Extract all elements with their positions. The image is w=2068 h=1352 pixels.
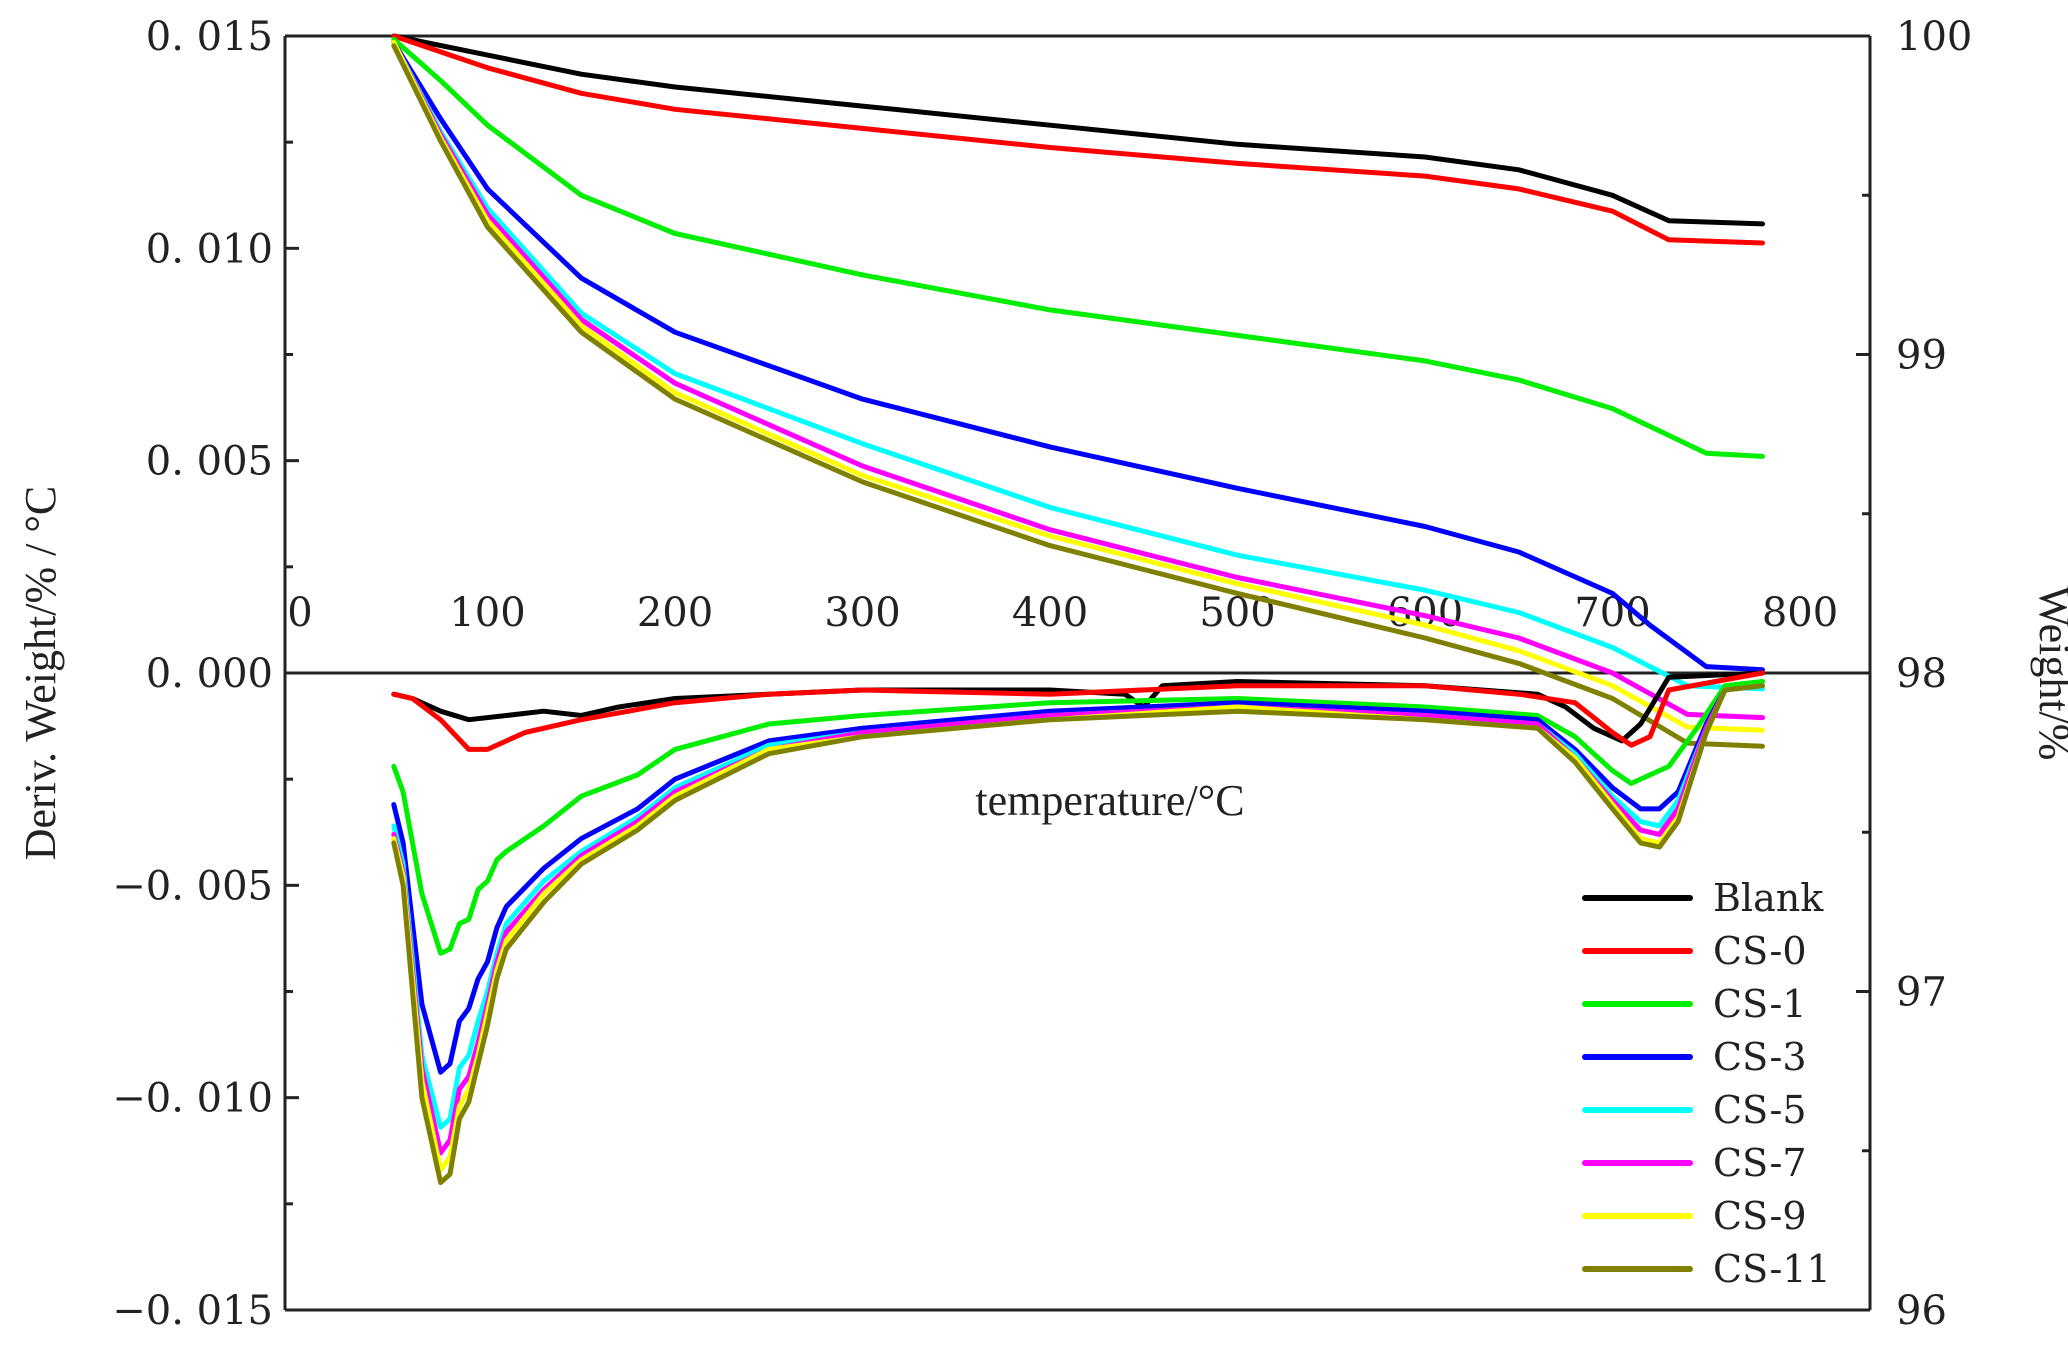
series-layer [391,33,1765,1186]
deriv-line-cs-1 [391,679,1765,956]
weight-line-cs-11 [391,43,1765,749]
y-right-tick-label: 96 [1896,1288,1947,1334]
y-right-tick-label: 99 [1896,333,1947,379]
x-tick-label: 500 [1199,590,1275,636]
y-right-tick-label: 98 [1896,651,1947,697]
legend-label-blank: Blank [1713,876,1824,920]
legend-label-cs-7: CS-7 [1713,1141,1807,1185]
y-left-axis-title: Deriv. Weight/% / °C [16,486,65,861]
y-right-axis-title: Weight/% [2030,586,2068,761]
x-tick-label: 200 [637,590,713,636]
deriv-line-cs-3 [391,683,1765,1075]
weight-line-blank [391,33,1765,227]
plot-frame [283,34,1872,1312]
deriv-line-cs-9 [391,683,1765,1173]
legend: Blank CS-0 CS-1 CS-3 CS-5 CS-7 CS-9 CS-11 [1582,876,1831,1291]
weight-line-cs-5 [391,39,1765,692]
x-tick-label: 300 [824,590,900,636]
deriv-line-cs-0 [391,670,1765,752]
legend-label-cs-11: CS-11 [1713,1247,1831,1291]
weight-line-cs-3 [391,39,1765,673]
deriv-line-blank [391,670,1765,744]
weight-line-cs-7 [391,39,1765,721]
y-left-tick-label: 0. 010 [146,226,273,272]
legend-label-cs-3: CS-3 [1713,1035,1807,1079]
y-right-tick-label: 97 [1896,970,1947,1016]
legend-label-cs-1: CS-1 [1713,982,1807,1026]
legend-label-cs-5: CS-5 [1713,1088,1807,1132]
y-left-tick-label: −0. 010 [112,1076,273,1122]
deriv-line-cs-5 [391,683,1765,1130]
x-tick-label: 800 [1762,590,1838,636]
y-left-tick-label: 0. 005 [146,439,273,485]
axis-ticks: 0. 015 0. 010 0. 005 0. 000 −0. 005 −0. 010 −0… [112,14,1972,1334]
y-left-tick-label: −0. 005 [112,863,273,909]
y-left-tick-label: 0. 000 [146,651,273,697]
deriv-line-cs-7 [391,683,1765,1156]
legend-label-cs-9: CS-9 [1713,1194,1807,1238]
y-left-tick-label: −0. 015 [112,1288,273,1334]
weight-line-cs-1 [391,36,1765,459]
legend-label-cs-0: CS-0 [1713,929,1807,973]
x-tick-label: 100 [449,590,525,636]
x-tick-label: 400 [1012,590,1088,636]
weight-line-cs-0 [391,33,1765,246]
x-tick-label: 0 [287,590,312,636]
x-axis-title: temperature/°C [975,776,1244,825]
y-left-tick-label: 0. 015 [146,14,273,60]
y-right-tick-label: 100 [1896,14,1972,60]
weight-line-cs-9 [391,39,1765,733]
deriv-line-cs-11 [391,683,1765,1186]
